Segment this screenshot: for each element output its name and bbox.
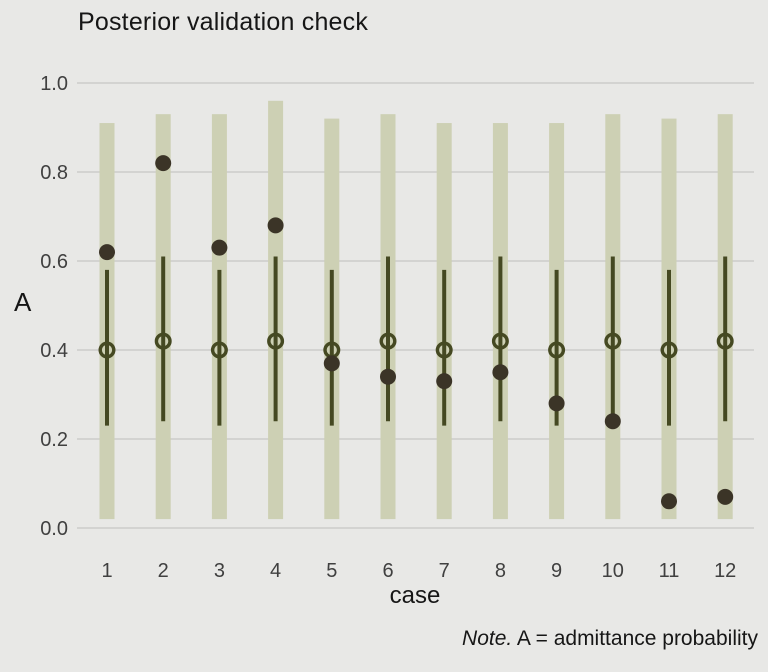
x-tick-label: 11 bbox=[659, 560, 680, 582]
x-tick-label: 9 bbox=[551, 560, 562, 582]
x-tick-label: 3 bbox=[214, 560, 225, 582]
note-prefix: Note. bbox=[462, 627, 513, 650]
x-tick-label: 7 bbox=[439, 560, 450, 582]
median-circle bbox=[435, 341, 453, 359]
observed-dot bbox=[548, 395, 565, 412]
observed-dot bbox=[380, 368, 396, 385]
x-tick-label: 6 bbox=[382, 560, 393, 582]
median-circle bbox=[604, 332, 622, 350]
x-tick-label: 5 bbox=[326, 560, 337, 582]
plot-note: Note. A = admittance probability bbox=[462, 627, 758, 651]
x-tick-label: 4 bbox=[270, 560, 281, 582]
y-tick-label: 0.6 bbox=[40, 251, 68, 273]
median-circle bbox=[716, 332, 734, 350]
observed-dot bbox=[155, 155, 172, 172]
observed-dot bbox=[99, 244, 115, 261]
y-axis-label: A bbox=[14, 287, 32, 317]
x-tick-label: 2 bbox=[158, 560, 169, 582]
note-text: A = admittance probability bbox=[512, 627, 758, 650]
observed-dot bbox=[492, 364, 509, 381]
median-circle bbox=[548, 341, 566, 359]
y-tick-label: 0.8 bbox=[40, 162, 68, 184]
x-tick-label: 12 bbox=[714, 560, 736, 582]
observed-dot bbox=[436, 373, 453, 390]
median-circle bbox=[379, 332, 397, 350]
observed-dot bbox=[661, 493, 677, 510]
y-tick-label: 0.4 bbox=[40, 340, 68, 362]
observed-dot bbox=[717, 488, 734, 505]
observed-dot bbox=[211, 239, 228, 256]
median-circle bbox=[98, 341, 116, 359]
observed-dot bbox=[323, 355, 340, 372]
observed-dot bbox=[604, 413, 621, 430]
plot-title: Posterior validation check bbox=[78, 8, 369, 36]
x-tick-label: 10 bbox=[602, 560, 624, 582]
x-axis-label: case bbox=[389, 582, 441, 609]
median-circle bbox=[660, 341, 678, 359]
observed-dot bbox=[267, 217, 284, 234]
y-tick-label: 0.2 bbox=[40, 429, 68, 451]
y-tick-label: 0.0 bbox=[40, 518, 68, 540]
median-circle bbox=[267, 332, 285, 350]
x-tick-label: 1 bbox=[101, 560, 112, 582]
median-circle bbox=[210, 341, 228, 359]
y-tick-label: 1.0 bbox=[40, 73, 68, 95]
x-tick-label: 8 bbox=[495, 560, 506, 582]
median-circle bbox=[154, 332, 172, 350]
median-circle bbox=[491, 332, 509, 350]
